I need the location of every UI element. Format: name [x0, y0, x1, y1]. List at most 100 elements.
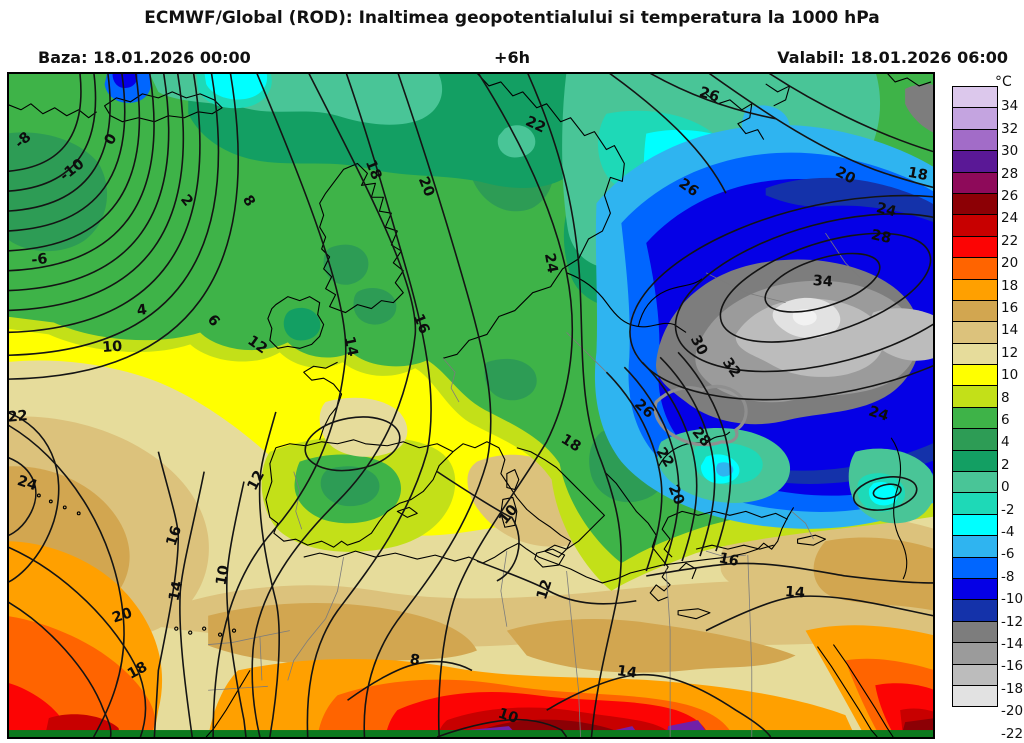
- colorbar-value-label: 28: [1001, 165, 1019, 182]
- contour-label: 14: [166, 580, 186, 603]
- colorbar-step: [952, 449, 998, 473]
- colorbar-step: [952, 192, 998, 216]
- colorbar-value-label: 26: [1001, 188, 1019, 204]
- colorbar-value-label: 30: [1001, 143, 1019, 160]
- colorbar-value-label: 12: [1001, 344, 1019, 361]
- contour-label: 22: [9, 408, 28, 426]
- colorbar-value-label: -22: [1001, 725, 1024, 742]
- contour-label: 10: [496, 706, 520, 727]
- colorbar-value-label: -10: [1001, 591, 1024, 608]
- contour-label: 24: [874, 200, 897, 220]
- contour-label: 14: [616, 663, 638, 682]
- colorbar-step: [952, 642, 998, 665]
- contour-label: 18: [362, 158, 384, 183]
- colorbar-step: [952, 620, 998, 644]
- temperature-scale: [952, 86, 998, 708]
- colorbar-value-label: 32: [1001, 120, 1019, 137]
- colorbar-step: [952, 684, 998, 708]
- contour-label: 34: [812, 273, 833, 290]
- colorbar-value-label: 34: [1001, 98, 1019, 115]
- colorbar-value-label: -18: [1001, 680, 1024, 697]
- colorbar-step: [952, 556, 998, 579]
- colorbar-value-label: 18: [1001, 277, 1019, 294]
- contour-label: 24: [866, 403, 890, 424]
- colorbar-step: [952, 513, 998, 537]
- colorbar-value-label: 22: [1001, 232, 1019, 249]
- colorbar-value-label: 6: [1001, 412, 1010, 428]
- forecast-step-label: +6h: [494, 48, 530, 67]
- colorbar-step: [952, 535, 998, 558]
- base-time-label: Baza: 18.01.2026 00:00: [38, 48, 251, 67]
- contour-label: 14: [341, 335, 361, 358]
- contour-label: 18: [906, 165, 929, 184]
- contour-label: 24: [541, 252, 560, 275]
- colorbar-step: [952, 214, 998, 237]
- colorbar-step: [952, 471, 998, 494]
- colorbar-value-label: -14: [1001, 636, 1024, 652]
- contour-label: 8: [409, 652, 421, 669]
- colorbar-step: [952, 257, 998, 280]
- colorbar-value-label: 16: [1001, 300, 1019, 316]
- valid-time-label: Valabil: 18.01.2026 06:00: [777, 48, 1008, 67]
- colorbar-step: [952, 428, 998, 451]
- colorbar-step: [952, 86, 998, 109]
- colorbar-value-label: 10: [1001, 367, 1019, 384]
- scale-unit-label: °C: [995, 74, 1012, 90]
- colorbar-value-label: -8: [1001, 568, 1015, 585]
- colorbar-step: [952, 235, 998, 259]
- colorbar-value-label: -12: [1001, 613, 1024, 630]
- colorbar-value-label: -16: [1001, 658, 1024, 675]
- colorbar-value-label: 14: [1001, 322, 1019, 339]
- contour-label: 26: [697, 84, 721, 105]
- contour-label: 12: [534, 578, 555, 602]
- weather-map: -8 -10 0 -6 2 4 10 6 8 12 14 16 18 20 22 24 26 26 20 18 24 28…: [7, 72, 935, 739]
- colorbar-step: [952, 150, 998, 173]
- temperature-field: [9, 74, 933, 737]
- contour-label: 20: [415, 175, 437, 200]
- contour-label: -6: [31, 251, 49, 269]
- colorbar-step: [952, 107, 998, 130]
- contour-label: 24: [15, 473, 39, 494]
- contour-label: 10: [213, 564, 232, 587]
- colorbar-step: [952, 278, 998, 301]
- contour-label: 20: [110, 605, 134, 626]
- colorbar-step: [952, 385, 998, 408]
- contour-label: 4: [136, 302, 148, 319]
- colorbar-value-label: -4: [1001, 524, 1015, 540]
- colorbar-value-label: 2: [1001, 456, 1010, 473]
- colorbar-step: [952, 577, 998, 601]
- colorbar-value-label: 20: [1001, 255, 1019, 272]
- colorbar-step: [952, 321, 998, 344]
- colorbar-value-label: -6: [1001, 546, 1015, 563]
- contour-label: 16: [717, 550, 740, 570]
- contour-label: 14: [784, 584, 805, 601]
- colorbar-step: [952, 663, 998, 686]
- contour-label: 16: [410, 312, 432, 337]
- contour-label: 20: [665, 483, 687, 508]
- colorbar-step: [952, 171, 998, 194]
- colorbar-step: [952, 128, 998, 152]
- colorbar-step: [952, 406, 998, 430]
- contour-label: 28: [870, 227, 893, 247]
- contour-label: 22: [523, 114, 548, 137]
- colorbar-value-label: -20: [1001, 703, 1024, 720]
- romania-border: [653, 384, 748, 447]
- contour-label: -8: [12, 129, 35, 152]
- country-borders: [208, 232, 866, 737]
- colorbar-value-label: -2: [1001, 501, 1015, 518]
- colorbar-step: [952, 299, 998, 323]
- colorbar-value-label: 0: [1001, 479, 1010, 496]
- contour-label: 10: [102, 339, 123, 356]
- colorbar-step: [952, 492, 998, 515]
- colorbar-step: [952, 364, 998, 387]
- colorbar-step: [952, 599, 998, 622]
- page-title: ECMWF/Global (ROD): Inaltimea geopotenti…: [144, 8, 880, 28]
- geopotential-contours: [9, 74, 933, 737]
- colorbar-value-label: 8: [1001, 389, 1010, 406]
- colorbar-value-label: 24: [1001, 210, 1019, 227]
- colorbar-value-label: 4: [1001, 434, 1010, 451]
- colorbar-step: [952, 342, 998, 366]
